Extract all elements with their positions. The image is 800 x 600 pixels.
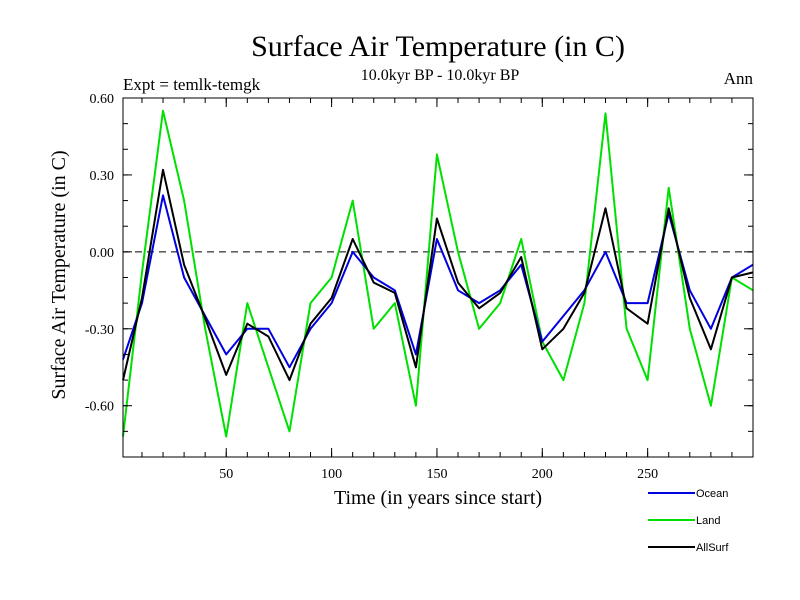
y-tick-label: 0.60	[90, 92, 115, 107]
series-line-ocean	[122, 194, 754, 369]
plot-area: 0.60 0.30 0.00 -0.30 -0.60 50 100 150 200 250	[85, 92, 754, 482]
experiment-label: Expt = temlk-temgk	[123, 75, 261, 94]
season-label: Ann	[724, 69, 754, 88]
y-axis-label: Surface Air Temperature (in C)	[48, 150, 70, 399]
y-tick-label: 0.30	[90, 169, 115, 184]
y-tick-label: 0.00	[90, 246, 115, 261]
legend-label-land: Land	[696, 515, 720, 527]
legend: Ocean Land AllSurf	[648, 488, 729, 554]
chart-title: Surface Air Temperature (in C)	[251, 30, 625, 63]
series-line-land	[122, 109, 754, 438]
y-tick-label: -0.30	[85, 323, 114, 338]
chart-subtitle: 10.0kyr BP - 10.0kyr BP	[361, 67, 520, 84]
x-tick-label: 200	[532, 467, 553, 482]
x-tick-label: 100	[321, 467, 342, 482]
series-line-allsurf	[122, 168, 754, 382]
x-tick-label: 250	[637, 467, 658, 482]
x-axis-label: Time (in years since start)	[334, 487, 542, 509]
x-tick-label: 150	[426, 467, 447, 482]
legend-label-ocean: Ocean	[696, 488, 728, 500]
y-tick-label: -0.60	[85, 400, 114, 415]
x-tick-label: 50	[219, 467, 233, 482]
legend-label-allsurf: AllSurf	[696, 542, 729, 554]
